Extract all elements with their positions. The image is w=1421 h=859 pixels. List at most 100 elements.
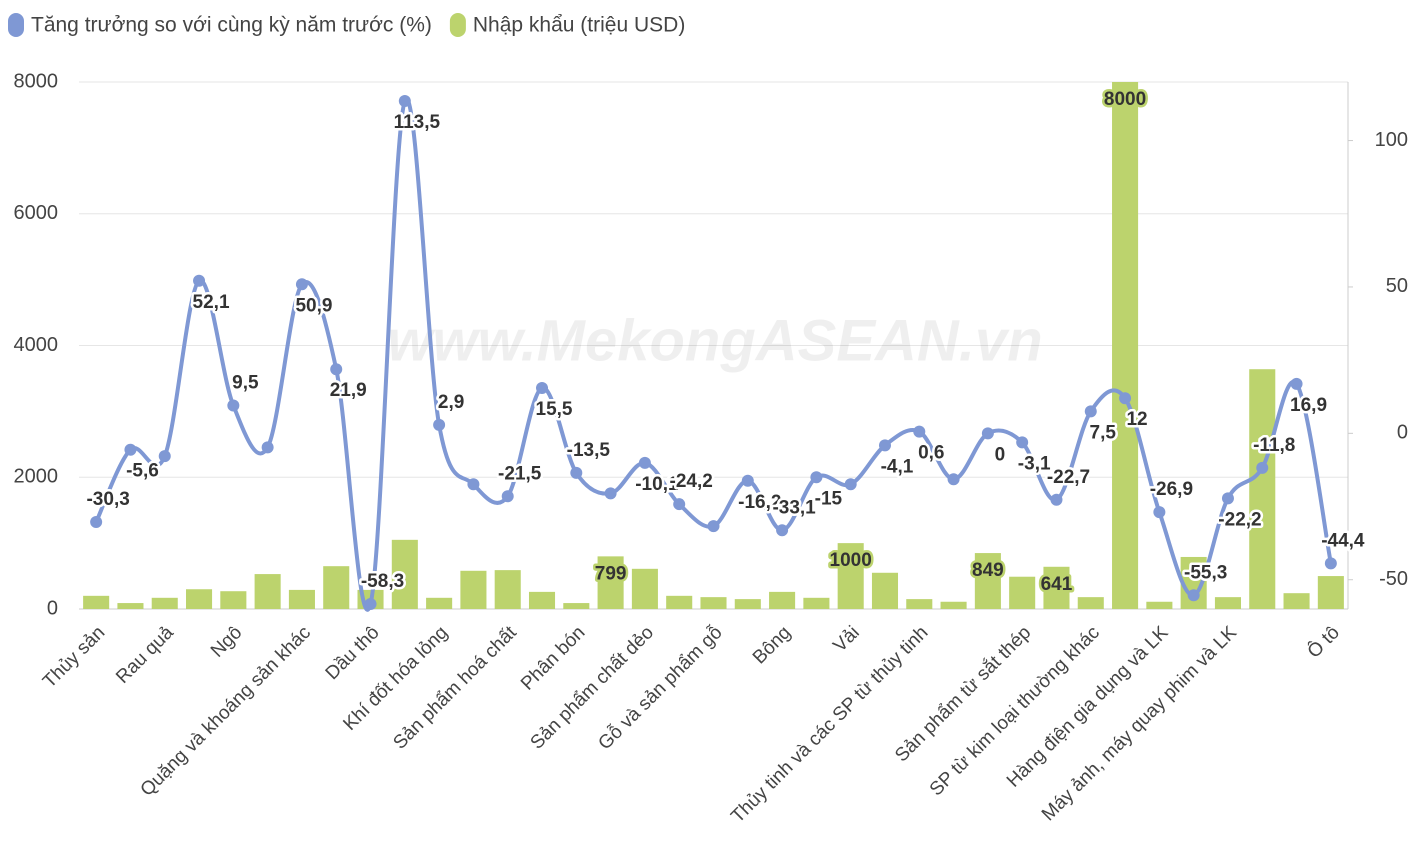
point <box>741 474 754 487</box>
data-label: 12 <box>1126 409 1147 430</box>
data-label: 15,5 <box>536 399 573 420</box>
data-label: 0,6 <box>918 443 944 464</box>
data-label: 8000 <box>1104 89 1146 110</box>
point <box>158 450 171 463</box>
bar <box>734 599 761 609</box>
data-label: -16,2 <box>738 492 781 513</box>
bar <box>151 597 178 609</box>
bar <box>940 601 967 609</box>
point <box>227 399 240 412</box>
y-tick-label: 6000 <box>14 202 59 224</box>
point <box>467 478 480 491</box>
bar <box>974 553 1001 609</box>
data-label: -5,6 <box>126 461 159 482</box>
point <box>90 516 103 529</box>
data-label: -13,5 <box>567 440 611 461</box>
legend-label: Nhập khẩu (triệu USD) <box>473 14 685 37</box>
data-label: 641 <box>1041 574 1073 595</box>
x-tick-label: Bông <box>749 622 795 668</box>
point <box>1290 377 1303 390</box>
bar <box>803 597 830 609</box>
bar <box>1249 369 1276 609</box>
bar <box>254 574 281 609</box>
x-tick-label: Dầu thô <box>322 622 384 684</box>
data-label: -4,1 <box>881 456 914 477</box>
data-label: -30,3 <box>86 489 129 510</box>
x-tick-label: Gỗ và sản phẩm gỗ <box>594 622 727 755</box>
point <box>570 466 583 479</box>
data-label: -21,5 <box>498 463 542 484</box>
point <box>364 598 377 611</box>
x-tick-label: Phân bón <box>517 622 589 694</box>
point <box>295 278 308 291</box>
legend-swatch <box>8 13 24 37</box>
data-label: 9,5 <box>232 373 259 394</box>
data-label: -11,8 <box>1253 435 1295 456</box>
data-label: -24,2 <box>670 471 713 492</box>
data-label: 799 <box>595 563 627 584</box>
point <box>433 418 446 431</box>
bar <box>220 591 247 609</box>
bar <box>323 566 350 609</box>
data-label: 1000 <box>830 550 872 571</box>
data-label: -33,1 <box>772 497 816 518</box>
data-label: 7,5 <box>1090 422 1117 443</box>
point <box>604 487 617 500</box>
point <box>261 441 274 454</box>
y2-tick-label: 100 <box>1375 129 1408 151</box>
point <box>330 363 343 376</box>
x-tick-label: Sản phẩm chất dẻo <box>527 622 658 753</box>
point <box>673 498 686 511</box>
watermark: www.MekongASEAN.vn <box>387 308 1042 373</box>
bar <box>906 599 933 609</box>
y-tick-label: 8000 <box>14 70 59 92</box>
bar <box>528 591 556 609</box>
point <box>1119 392 1132 405</box>
data-label: 113,5 <box>394 112 441 133</box>
data-label: -44,4 <box>1321 530 1365 551</box>
point <box>193 274 206 287</box>
y2-tick-label: 0 <box>1397 422 1408 444</box>
y-tick-label: 0 <box>47 597 58 619</box>
point <box>638 456 651 469</box>
x-tick-label: Ô tô <box>1303 622 1344 663</box>
point <box>878 439 891 452</box>
legend-swatch <box>449 13 466 37</box>
point <box>913 425 926 438</box>
bar <box>426 597 453 609</box>
x-tick-label: Sản phẩm hoá chất <box>389 622 521 754</box>
bar <box>631 568 658 609</box>
data-label: -10,1 <box>635 474 679 495</box>
bar <box>871 572 899 609</box>
bar <box>83 595 110 609</box>
point <box>124 443 137 456</box>
data-label: -26,9 <box>1150 479 1193 500</box>
point <box>810 471 823 484</box>
bar <box>769 591 796 609</box>
legend-label: Tăng trưởng so với cùng kỳ năm trước (%) <box>31 14 432 37</box>
bar <box>494 570 521 609</box>
bar <box>1317 576 1344 609</box>
point <box>1153 506 1166 519</box>
data-label: 849 <box>972 560 1004 581</box>
point <box>844 478 857 491</box>
point <box>776 524 789 537</box>
bar <box>700 597 727 609</box>
bar <box>837 543 864 609</box>
point <box>1221 492 1234 505</box>
bar <box>1214 597 1241 609</box>
point <box>981 427 994 440</box>
x-tick-label: Vải <box>829 622 863 656</box>
y2-tick-label: 50 <box>1386 275 1408 297</box>
bar <box>186 589 213 609</box>
data-label: 52,1 <box>193 292 230 313</box>
bar <box>1009 576 1036 609</box>
data-label: 21,9 <box>330 380 367 401</box>
point <box>501 490 514 503</box>
bar <box>391 539 418 609</box>
data-label: -3,1 <box>1018 453 1051 474</box>
bar <box>666 595 693 609</box>
point <box>1084 405 1097 418</box>
data-label: -58,3 <box>361 571 404 592</box>
